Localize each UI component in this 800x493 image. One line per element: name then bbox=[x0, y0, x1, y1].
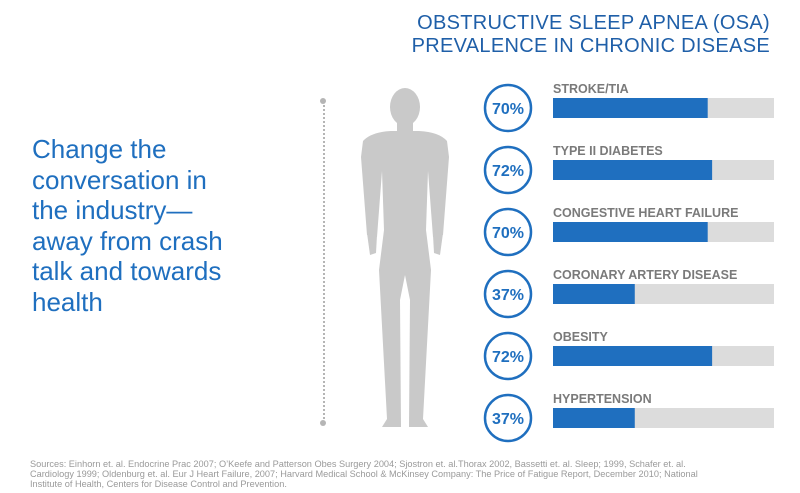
bar bbox=[553, 98, 708, 118]
bar bbox=[553, 408, 635, 428]
category-label: CORONARY ARTERY DISEASE bbox=[553, 268, 737, 282]
headline: Change the conversation in the industry—… bbox=[32, 134, 332, 317]
headline-line-2: conversation in bbox=[32, 164, 207, 195]
headline-line-3: the industry— bbox=[32, 195, 193, 225]
sources-footnote: Sources: Einhorn et. al. Endocrine Prac … bbox=[30, 459, 775, 489]
value-circle bbox=[483, 393, 533, 443]
headline-line-5: talk and towards bbox=[32, 256, 222, 286]
category-label: HYPERTENSION bbox=[553, 392, 652, 406]
value-label: 70% bbox=[492, 225, 524, 242]
bar bbox=[553, 284, 635, 304]
bar bbox=[553, 222, 708, 242]
footnote-line-1: Sources: Einhorn et. al. Endocrine Prac … bbox=[30, 459, 686, 469]
bar bbox=[553, 346, 713, 366]
bar bbox=[553, 160, 713, 180]
value-circle bbox=[483, 145, 533, 195]
value-circle bbox=[483, 83, 533, 133]
category-label: TYPE II DIABETES bbox=[553, 144, 663, 158]
footnote-line-3: Institute of Health, Centers for Disease… bbox=[30, 479, 287, 489]
footnote-line-2: Cardiology 1999; Oldenburg et. al. Eur J… bbox=[30, 469, 698, 479]
height-indicator-line bbox=[323, 101, 325, 423]
height-indicator-top-dot bbox=[320, 98, 326, 104]
value-label: 70% bbox=[492, 101, 524, 118]
value-circle bbox=[483, 207, 533, 257]
value-label: 37% bbox=[492, 411, 524, 428]
value-label: 72% bbox=[492, 163, 524, 180]
value-circle bbox=[483, 269, 533, 319]
value-circle bbox=[483, 331, 533, 381]
human-silhouette-icon bbox=[335, 85, 475, 435]
category-label: STROKE/TIA bbox=[553, 82, 629, 96]
headline-line-6: health bbox=[32, 286, 103, 317]
chart-title: OBSTRUCTIVE SLEEP APNEA (OSA) PREVALENCE… bbox=[350, 12, 770, 58]
height-indicator-bottom-dot bbox=[320, 420, 326, 426]
chart-title-line-2: PREVALENCE IN CHRONIC DISEASE bbox=[411, 35, 770, 57]
headline-line-1: Change the bbox=[32, 134, 167, 164]
chart-title-line-1: OBSTRUCTIVE SLEEP APNEA (OSA) bbox=[417, 12, 770, 34]
category-label: CONGESTIVE HEART FAILURE bbox=[553, 206, 738, 220]
category-label: OBESITY bbox=[553, 330, 609, 344]
value-label: 37% bbox=[492, 287, 524, 304]
value-label: 72% bbox=[492, 349, 524, 366]
headline-line-4: away from crash bbox=[32, 225, 223, 256]
